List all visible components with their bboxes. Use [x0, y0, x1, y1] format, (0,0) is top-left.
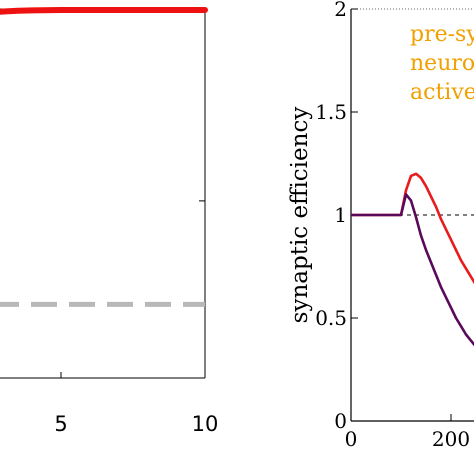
- left-series-red-line: [0, 6, 208, 15]
- left-panel: 5 10: [0, 6, 219, 436]
- right-series-red-line: [351, 172, 474, 285]
- right-y-axis-label: synaptic efficiency: [287, 107, 313, 324]
- right-series-purple-line: [351, 193, 474, 347]
- right-annotation-line: pre-sy: [410, 22, 474, 47]
- right-annotation-line: neuro: [410, 51, 474, 76]
- right-y-tick-label: 0: [334, 409, 347, 433]
- right-annotation-line: active: [410, 80, 474, 105]
- right-panel: 0 0.5 1 1.5 2 0 200 synaptic efficiency pre-sy ne…: [287, 0, 474, 451]
- left-x-tick-label: 10: [192, 412, 219, 436]
- right-x-tick-label: 0: [345, 427, 358, 451]
- left-x-tick-label: 5: [54, 412, 67, 436]
- right-y-tick-label: 0.5: [315, 306, 347, 330]
- right-y-tick-label: 1.5: [315, 100, 347, 124]
- right-y-tick-label: 2: [334, 0, 347, 21]
- right-y-tick-label: 1: [334, 203, 347, 227]
- right-x-tick-label: 200: [432, 427, 470, 451]
